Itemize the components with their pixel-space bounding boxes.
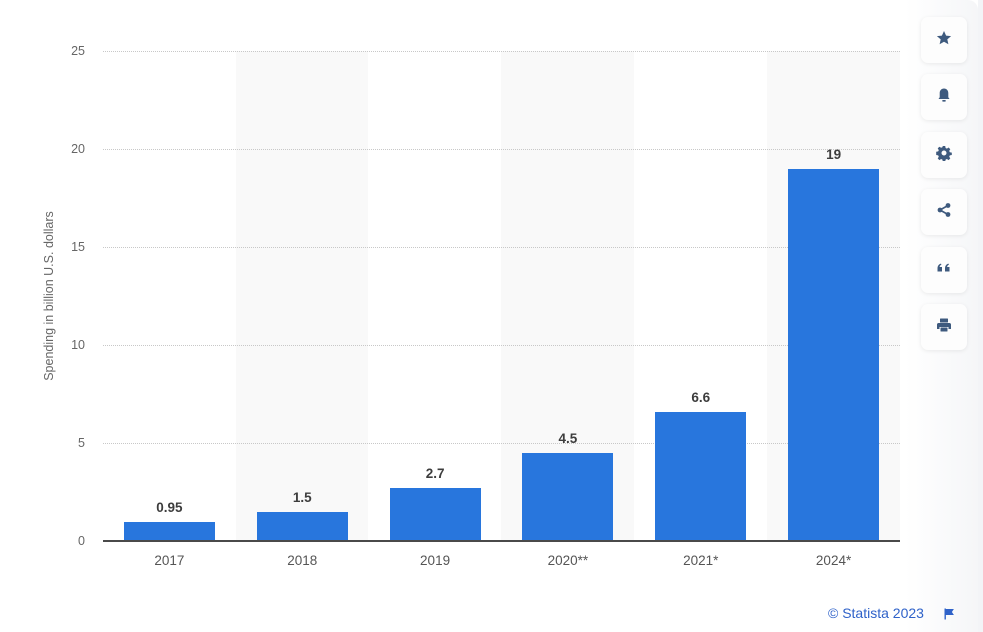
y-tick: 10 [71, 338, 85, 352]
print-icon [936, 317, 952, 338]
bell-icon [936, 87, 952, 108]
share-icon [936, 202, 952, 223]
y-tick: 20 [71, 142, 85, 156]
x-tick: 2021* [683, 553, 719, 568]
bar[interactable] [123, 522, 215, 541]
bar-value-label: 2.7 [425, 466, 445, 482]
cite-button[interactable] [921, 247, 967, 293]
gridline-15 [103, 247, 900, 248]
x-tick: 2024* [815, 553, 852, 568]
x-tick: 2017 [154, 553, 185, 568]
notification-button[interactable] [921, 74, 967, 120]
flag-icon[interactable] [943, 607, 955, 620]
share-button[interactable] [921, 189, 967, 235]
bar-value-label: 19 [826, 146, 842, 162]
quote-icon [936, 260, 952, 281]
bar-chart: 25 20 15 10 5 0 Spending in billion U.S.… [42, 44, 900, 568]
scroll-edge [978, 0, 983, 632]
favorite-button[interactable] [921, 17, 967, 63]
bar[interactable] [655, 411, 747, 541]
x-tick: 2020** [547, 553, 589, 568]
x-tick: 2018 [287, 553, 318, 568]
category-band [236, 51, 368, 541]
x-tick: 2019 [420, 553, 451, 568]
print-button[interactable] [921, 304, 967, 350]
y-axis-label: Spending in billion U.S. dollars [42, 211, 56, 381]
bar-value-label: 1.5 [292, 489, 312, 505]
gridline-20 [103, 149, 900, 150]
gear-icon [936, 145, 952, 166]
bar[interactable] [389, 488, 481, 541]
settings-button[interactable] [921, 132, 967, 178]
gridline-25 [103, 51, 900, 52]
statista-credit-link[interactable]: © Statista 2023 [828, 605, 924, 621]
bar-value-label: 0.95 [156, 500, 183, 516]
gridline-5 [103, 443, 900, 444]
bar[interactable] [256, 511, 348, 541]
gridline-10 [103, 345, 900, 346]
x-axis-line [103, 540, 900, 542]
bar-value-label: 4.5 [558, 430, 578, 446]
y-tick: 0 [78, 534, 85, 548]
bar-value-label: 6.6 [691, 389, 711, 405]
bar[interactable] [788, 168, 880, 541]
y-tick: 5 [78, 436, 85, 450]
star-icon [936, 30, 952, 51]
y-tick: 25 [71, 44, 85, 58]
y-tick: 15 [71, 240, 85, 254]
bar[interactable] [522, 452, 614, 541]
